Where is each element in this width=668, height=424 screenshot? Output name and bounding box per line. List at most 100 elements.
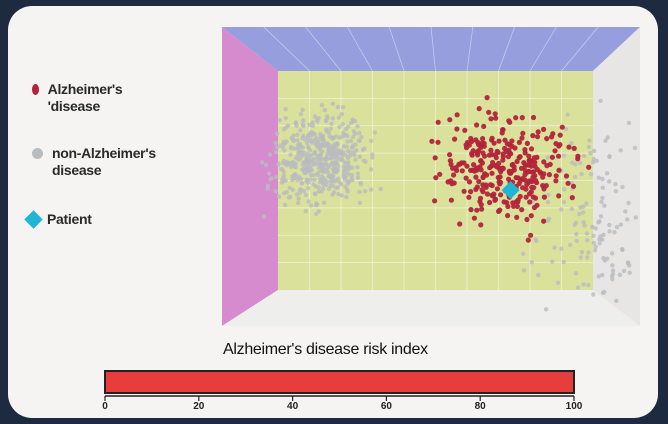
- data-point-alzheimers: [531, 185, 537, 191]
- data-point-non-alzheimers: [351, 134, 356, 140]
- data-point-non-alzheimers: [312, 161, 317, 166]
- data-point-non-alzheimers: [305, 180, 311, 185]
- data-point-non-alzheimers: [369, 138, 374, 144]
- data-point-non-alzheimers: [600, 237, 605, 242]
- data-point-non-alzheimers: [354, 148, 359, 153]
- data-point-alzheimers: [500, 127, 506, 133]
- data-point-alzheimers: [493, 155, 499, 161]
- data-point-non-alzheimers: [334, 141, 339, 146]
- data-point-non-alzheimers: [573, 174, 578, 180]
- data-point-non-alzheimers: [586, 282, 591, 288]
- data-point-alzheimers: [451, 172, 457, 178]
- data-point-non-alzheimers: [308, 148, 313, 153]
- data-point-non-alzheimers: [306, 199, 311, 204]
- data-point-alzheimers: [497, 207, 503, 213]
- data-point-alzheimers: [489, 137, 495, 143]
- data-point-alzheimers: [556, 153, 562, 159]
- data-point-non-alzheimers: [280, 177, 285, 182]
- data-point-non-alzheimers: [312, 177, 317, 182]
- data-point-alzheimers: [524, 140, 531, 146]
- data-point-alzheimers: [563, 173, 570, 179]
- data-point-alzheimers: [459, 168, 465, 174]
- data-point-non-alzheimers: [357, 154, 363, 159]
- data-point-non-alzheimers: [273, 150, 279, 155]
- data-point-non-alzheimers: [586, 250, 591, 255]
- data-point-non-alzheimers: [632, 145, 638, 151]
- risk-axis-tick-label: 20: [193, 401, 205, 412]
- data-point-non-alzheimers: [573, 271, 579, 276]
- data-point-non-alzheimers: [307, 122, 312, 128]
- grid-line: [305, 26, 342, 72]
- data-point-alzheimers: [432, 155, 438, 161]
- data-point-non-alzheimers: [306, 185, 311, 191]
- data-point-non-alzheimers: [318, 161, 324, 167]
- data-point-non-alzheimers: [580, 210, 586, 215]
- data-point-non-alzheimers: [330, 101, 335, 107]
- data-point-non-alzheimers: [293, 120, 298, 125]
- data-point-non-alzheimers: [545, 155, 550, 160]
- data-point-non-alzheimers: [322, 143, 327, 149]
- risk-axis-tick-label: 100: [566, 401, 583, 412]
- data-point-non-alzheimers: [323, 118, 329, 123]
- data-point-non-alzheimers: [315, 119, 320, 124]
- top-wall: [222, 27, 640, 71]
- data-point-non-alzheimers: [286, 195, 292, 200]
- data-point-non-alzheimers: [618, 148, 623, 153]
- data-point-non-alzheimers: [613, 182, 618, 187]
- risk-axis-tick-label: 40: [287, 401, 299, 412]
- data-point-alzheimers: [433, 175, 439, 181]
- data-point-non-alzheimers: [543, 307, 549, 312]
- data-point-non-alzheimers: [620, 247, 625, 253]
- data-point-non-alzheimers: [316, 185, 321, 190]
- data-point-alzheimers: [486, 109, 492, 115]
- data-point-non-alzheimers: [605, 135, 610, 140]
- data-point-alzheimers: [432, 198, 438, 204]
- data-point-alzheimers: [506, 176, 512, 182]
- data-point-non-alzheimers: [572, 222, 577, 228]
- data-point-non-alzheimers: [320, 186, 326, 191]
- data-point-non-alzheimers: [312, 114, 318, 119]
- legend-label-non-alzheimers: non-Alzheimer's disease: [52, 145, 156, 178]
- data-point-non-alzheimers: [335, 185, 340, 190]
- data-point-non-alzheimers: [593, 226, 598, 231]
- data-point-alzheimers: [473, 174, 479, 180]
- data-point-alzheimers: [454, 167, 460, 174]
- data-point-non-alzheimers: [295, 200, 301, 206]
- data-point-non-alzheimers: [344, 187, 350, 192]
- data-point-non-alzheimers: [610, 263, 615, 268]
- data-point-non-alzheimers: [357, 200, 363, 205]
- data-point-non-alzheimers: [297, 190, 302, 195]
- data-point-non-alzheimers: [337, 156, 343, 162]
- data-point-alzheimers: [488, 116, 494, 122]
- data-point-non-alzheimers: [355, 171, 361, 176]
- data-point-alzheimers: [466, 194, 472, 200]
- data-point-non-alzheimers: [320, 149, 325, 154]
- data-point-non-alzheimers: [311, 173, 316, 178]
- data-point-non-alzheimers: [287, 185, 292, 190]
- data-point-alzheimers: [462, 127, 468, 133]
- data-point-alzheimers: [528, 232, 534, 238]
- data-point-non-alzheimers: [298, 128, 303, 133]
- data-point-alzheimers: [540, 183, 546, 189]
- data-point-non-alzheimers: [575, 285, 581, 290]
- data-point-alzheimers: [530, 133, 536, 139]
- data-point-non-alzheimers: [288, 152, 293, 157]
- data-point-non-alzheimers: [311, 182, 316, 187]
- data-point-non-alzheimers: [345, 124, 351, 129]
- data-point-non-alzheimers: [312, 132, 318, 137]
- data-point-alzheimers: [559, 124, 565, 130]
- data-point-non-alzheimers: [533, 237, 538, 242]
- data-point-alzheimers: [437, 171, 443, 177]
- data-point-non-alzheimers: [313, 203, 319, 208]
- legend-marker-non-alzheimers: [32, 148, 43, 159]
- data-point-non-alzheimers: [561, 259, 566, 265]
- data-point-non-alzheimers: [618, 222, 624, 227]
- right-wall: [593, 27, 640, 326]
- plot-points: [260, 95, 638, 312]
- data-point-non-alzheimers: [577, 212, 582, 217]
- data-point-alzheimers: [482, 153, 488, 159]
- data-point-non-alzheimers: [344, 194, 349, 200]
- data-point-alzheimers: [471, 162, 477, 168]
- data-point-alzheimers: [517, 154, 523, 160]
- data-point-non-alzheimers: [352, 152, 357, 158]
